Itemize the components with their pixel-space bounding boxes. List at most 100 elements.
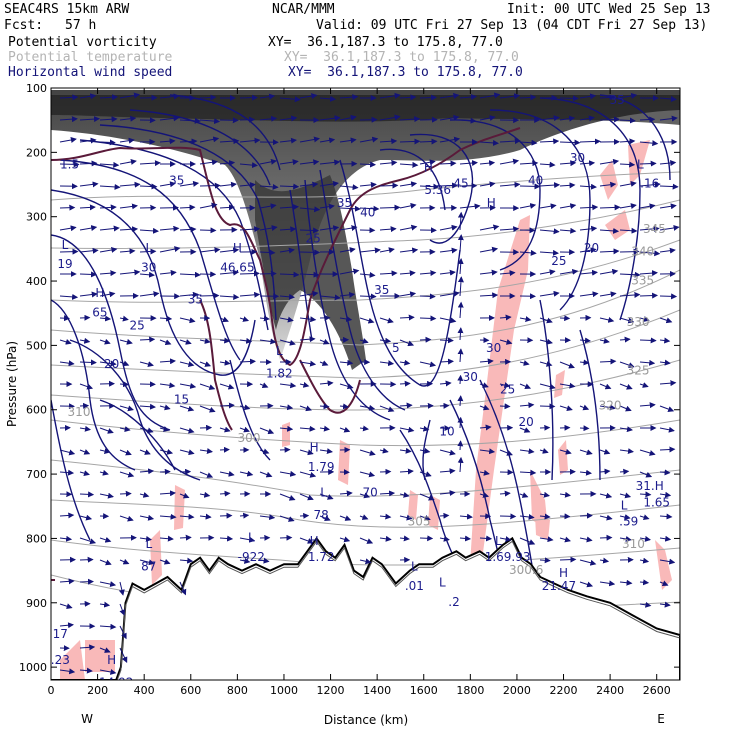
wind-vector xyxy=(639,250,661,257)
wind-vector xyxy=(259,249,276,256)
wind-vector xyxy=(179,117,201,124)
wind-vector xyxy=(439,136,461,143)
wind-vector xyxy=(199,405,216,413)
x-tick-label: 1800 xyxy=(456,684,484,697)
wind-vector xyxy=(299,290,319,297)
wind-vector xyxy=(559,556,577,563)
wind-vector xyxy=(139,183,158,190)
wind-vector xyxy=(359,425,369,432)
wind-vector xyxy=(479,224,500,231)
wind-vector xyxy=(639,449,656,456)
contour-label: .59 xyxy=(619,515,638,529)
wind-vector xyxy=(239,470,254,477)
wind-vector xyxy=(519,360,530,366)
wind-vector xyxy=(659,224,680,231)
contour-label: 70 xyxy=(363,486,378,500)
wind-vector xyxy=(239,557,251,564)
wind-vector xyxy=(199,159,218,166)
wind-vector xyxy=(639,402,656,409)
wind-vector xyxy=(579,536,593,543)
wind-vector xyxy=(339,315,353,322)
wind-vector xyxy=(359,471,376,478)
wind-vector xyxy=(539,557,551,564)
wind-vector xyxy=(99,204,117,211)
contour-label: 20 xyxy=(519,415,534,429)
field-xy-wspd: XY= 36.1,187.3 to 175.8, 77.0 xyxy=(288,65,523,80)
wind-vector xyxy=(539,338,553,345)
wind-vector xyxy=(179,513,195,520)
wind-vector xyxy=(379,138,398,145)
wind-contour-labels: 1.5 35 35 25 20 15 35 35 40 45 40 30 25 20 30 30 25 20 5 10… xyxy=(60,151,599,500)
wind-vector xyxy=(119,338,133,345)
wind-vector xyxy=(119,449,132,456)
wind-vector xyxy=(639,181,661,188)
wind-vector xyxy=(479,358,494,365)
wind-vector xyxy=(599,94,616,101)
wind-vector xyxy=(299,206,321,213)
wind-vector xyxy=(319,515,331,521)
wind-vector xyxy=(499,339,513,345)
init-time: Init: 00 UTC Wed 25 Sep 13 xyxy=(507,2,711,17)
wind-vector xyxy=(519,427,531,433)
contour-label: H xyxy=(487,196,496,210)
wind-vector xyxy=(419,493,435,501)
field-xy-theta: XY= 36.1,187.3 to 175.8, 77.0 xyxy=(284,50,519,65)
wind-vector xyxy=(139,160,161,167)
wind-vector xyxy=(639,359,656,366)
wind-vector xyxy=(659,183,679,190)
wind-vector xyxy=(159,558,171,565)
wind-vector xyxy=(299,425,316,432)
wind-vector xyxy=(619,536,632,542)
x-tick-label: 2000 xyxy=(503,684,531,697)
wind-vector xyxy=(519,94,537,101)
x-axis-label: Distance (km) xyxy=(324,713,408,727)
wind-vector xyxy=(59,578,75,585)
x-tick-label: 200 xyxy=(87,684,108,697)
wind-vector xyxy=(119,137,135,144)
wind-vector xyxy=(339,426,351,433)
wind-vector xyxy=(479,424,492,431)
wind-vector xyxy=(159,535,174,542)
center-title: NCAR/MMM xyxy=(272,2,335,17)
wind-vector xyxy=(639,382,649,388)
wind-vector xyxy=(139,514,155,521)
wind-vector xyxy=(99,360,117,367)
contour-label: H xyxy=(424,161,433,175)
wind-vector xyxy=(579,581,594,588)
wind-vector xyxy=(339,247,356,254)
contour-label: L xyxy=(621,499,628,513)
contour-label: 5.36 xyxy=(424,183,451,197)
wind-vector xyxy=(339,205,361,212)
contour-label: 1.82 xyxy=(266,367,293,381)
contour-label: H xyxy=(559,566,568,580)
contour-label: .23 xyxy=(51,653,70,667)
wind-vector xyxy=(619,92,638,99)
wind-vector xyxy=(479,269,498,276)
wind-vector xyxy=(457,374,464,385)
wind-vector xyxy=(519,469,537,476)
wind-vector xyxy=(79,470,90,477)
wind-vector xyxy=(639,601,652,608)
wind-vector xyxy=(499,138,521,145)
wind-vector xyxy=(599,204,621,211)
wind-vector xyxy=(159,358,176,365)
wind-vector xyxy=(439,512,450,519)
wind-vector xyxy=(619,317,635,324)
wind-vector xyxy=(599,291,617,298)
wind-vector xyxy=(59,469,75,476)
x-tick-label: 600 xyxy=(180,684,201,697)
wind-vector xyxy=(619,117,636,124)
wind-vector xyxy=(119,405,134,412)
contour-label: 310 xyxy=(622,537,645,551)
wind-vector xyxy=(139,248,157,255)
wind-vector xyxy=(59,622,74,629)
wind-vector xyxy=(619,514,631,520)
wind-vector xyxy=(319,203,335,210)
wind-vector xyxy=(599,580,616,587)
wind-vector xyxy=(99,448,111,454)
wind-vector xyxy=(559,361,575,369)
wind-vector xyxy=(399,116,421,123)
wind-vector xyxy=(119,558,130,565)
wind-vector xyxy=(399,402,413,409)
